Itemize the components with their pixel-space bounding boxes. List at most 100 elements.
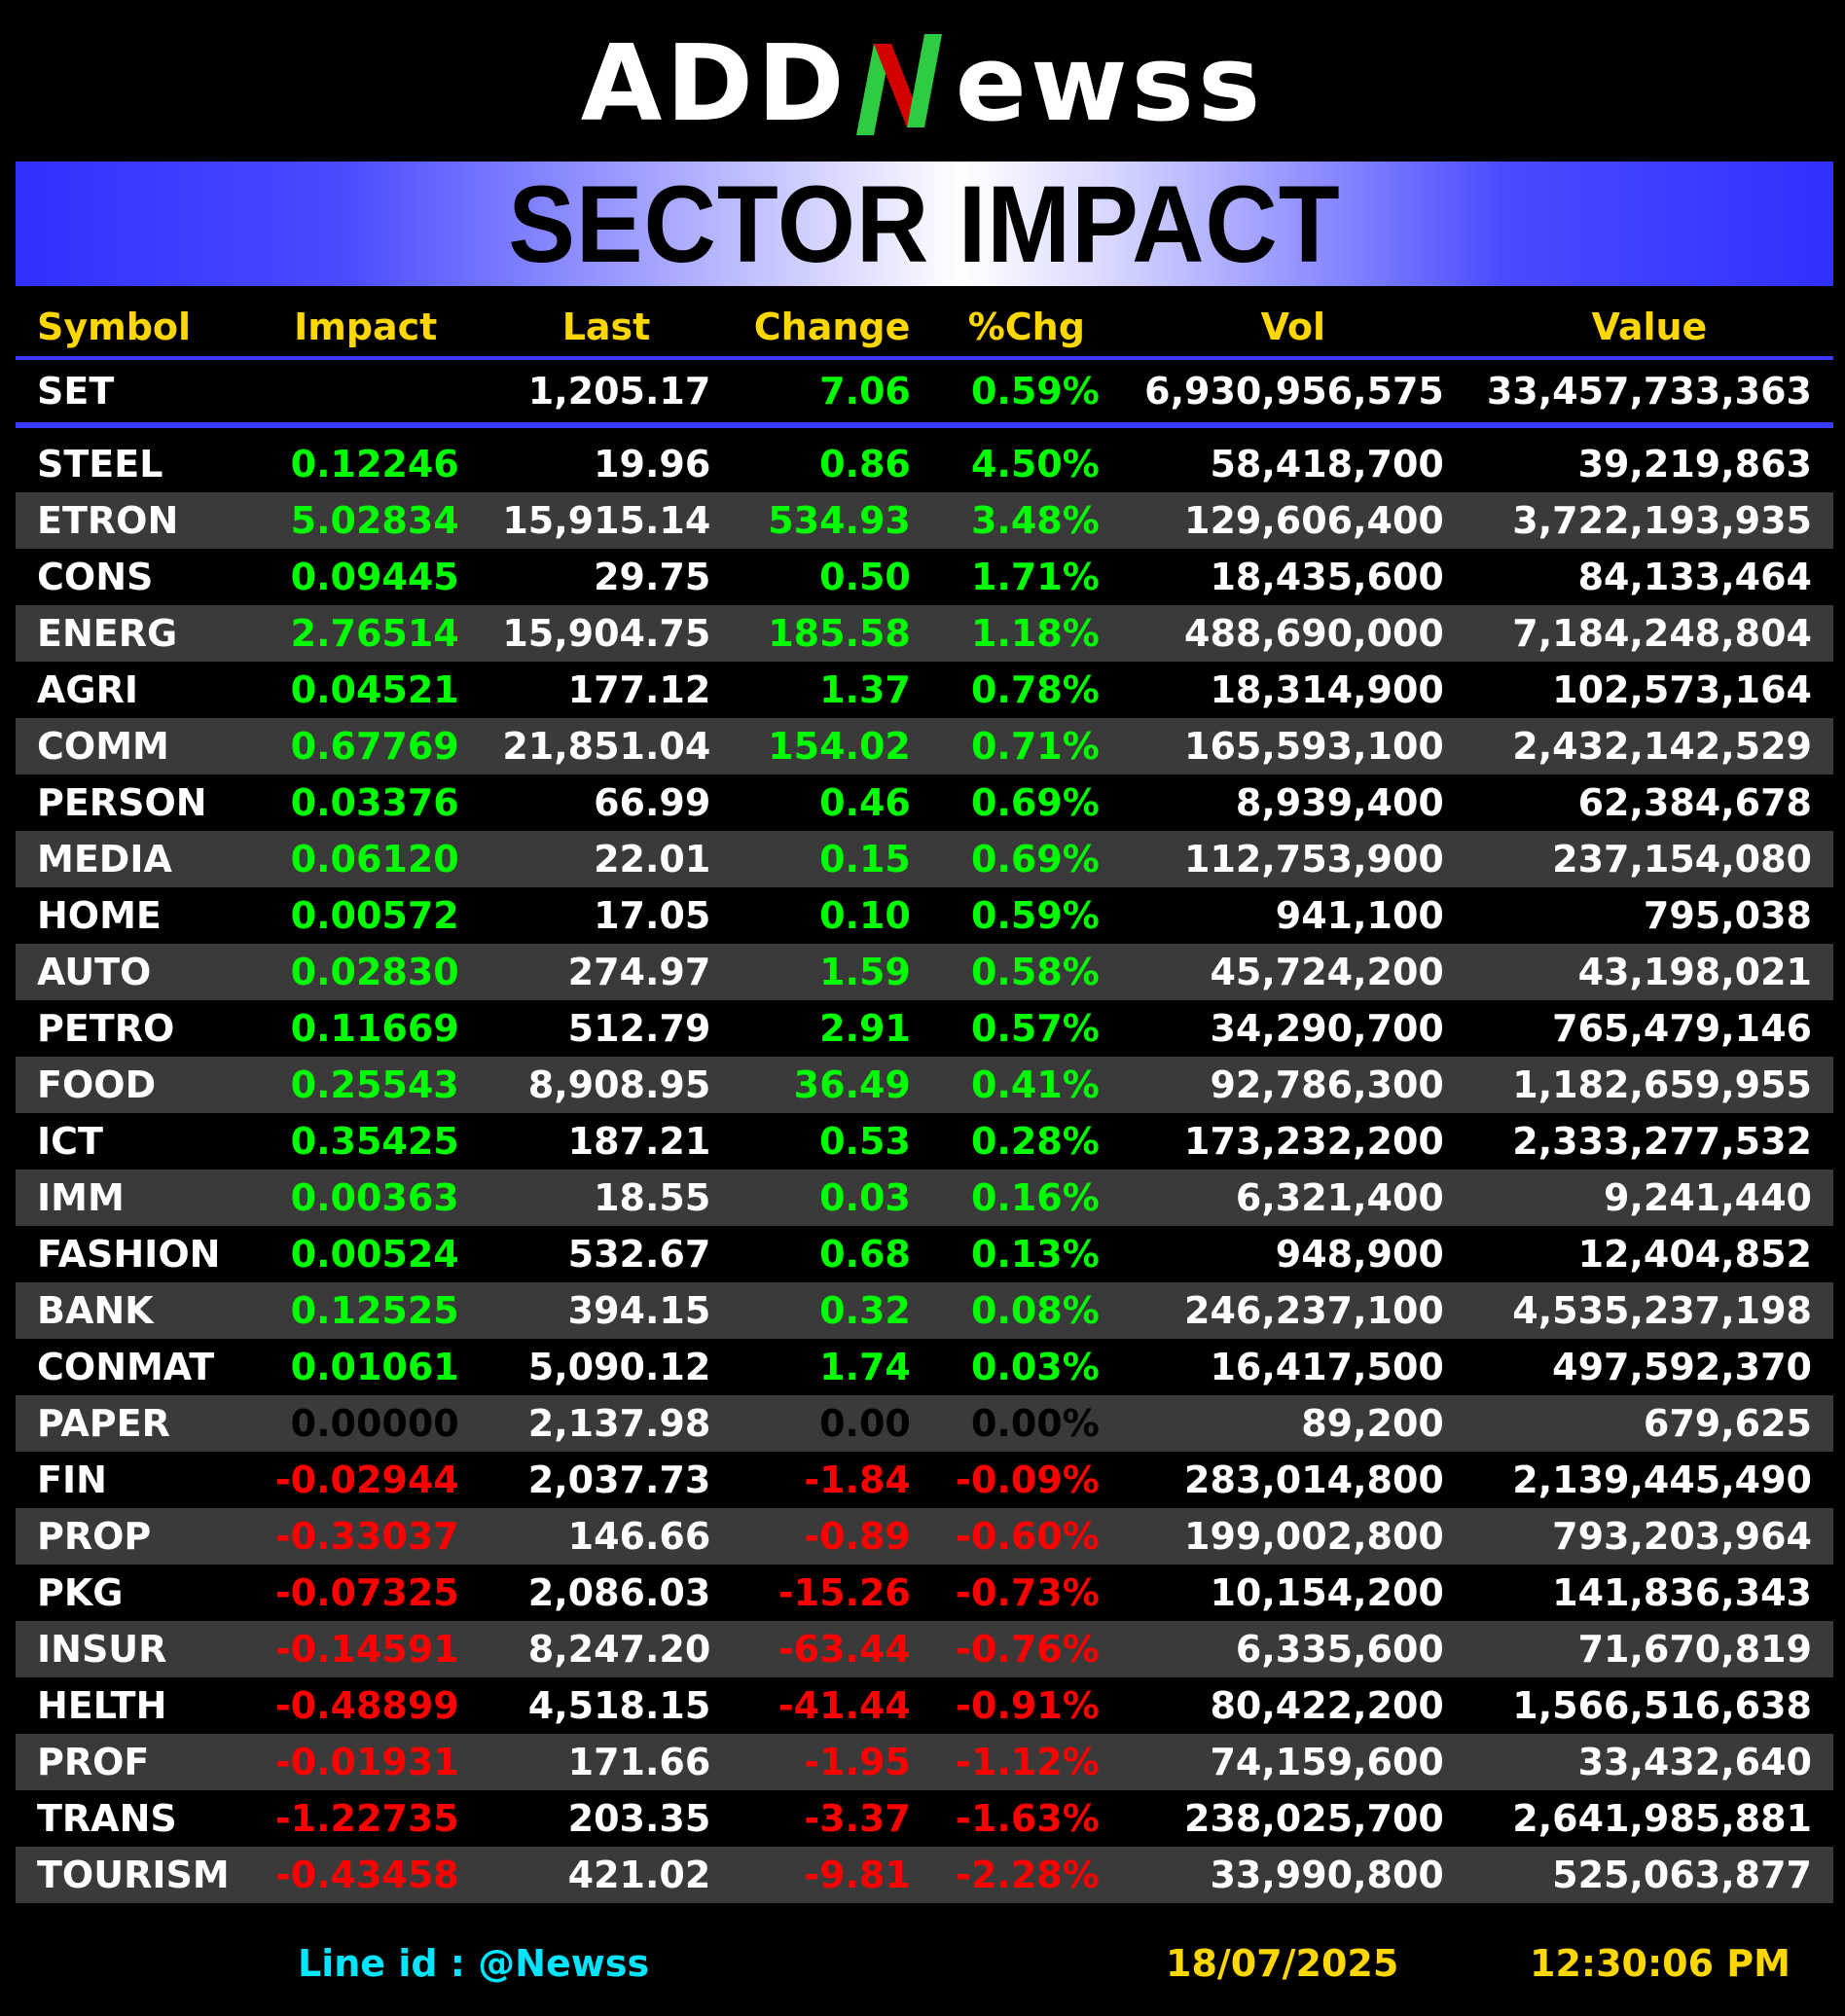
cell-value: 2,641,985,881 xyxy=(1512,1797,1812,1840)
cell-change: 0.10 xyxy=(819,894,911,937)
cell-pct: 0.71% xyxy=(970,725,1100,768)
cell-last: 29.75 xyxy=(594,556,711,598)
cell-value: 525,063,877 xyxy=(1552,1854,1812,1896)
logo-n-mark xyxy=(849,26,956,143)
cell-pct: 0.69% xyxy=(970,781,1100,824)
sector-impact-table: Symbol Impact Last Change %Chg Vol Value… xyxy=(16,298,1833,1903)
cell-last: 146.66 xyxy=(567,1515,711,1558)
brand-logo: ADD ewss xyxy=(0,21,1845,148)
cell-symbol: TOURISM xyxy=(37,1854,230,1896)
table-row: AGRI 0.04521 177.12 1.37 0.78% 18,314,900 102,… xyxy=(16,662,1833,718)
cell-pct: 0.28% xyxy=(970,1120,1100,1163)
table-row: PAPER 0.00000 2,137.98 0.00 0.00% 89,200 679,6… xyxy=(16,1395,1833,1452)
cell-last: 512.79 xyxy=(567,1007,711,1050)
table-row: COMM 0.67769 21,851.04 154.02 0.71% 165,593,1… xyxy=(16,718,1833,774)
cell-vol: 80,422,200 xyxy=(1210,1684,1444,1727)
cell-last: 66.99 xyxy=(594,781,711,824)
cell-change: 0.03 xyxy=(819,1176,911,1219)
cell-vol: 18,314,900 xyxy=(1210,668,1444,711)
cell-vol: 16,417,500 xyxy=(1210,1346,1444,1388)
cell-impact: 0.12525 xyxy=(290,1289,459,1332)
table-row: PROF -0.01931 171.66 -1.95 -1.12% 74,159,600 3… xyxy=(16,1734,1833,1790)
spacer-row xyxy=(16,425,1833,436)
cell-pct: 0.58% xyxy=(970,951,1100,993)
cell-value: 43,198,021 xyxy=(1577,951,1812,993)
table-header-row: Symbol Impact Last Change %Chg Vol Value xyxy=(16,298,1833,360)
cell-last: 421.02 xyxy=(567,1854,711,1896)
cell-impact: -0.07325 xyxy=(274,1571,459,1614)
cell-impact: 0.00524 xyxy=(290,1233,459,1276)
cell-vol: 283,014,800 xyxy=(1184,1458,1444,1501)
cell-pct: 0.41% xyxy=(970,1063,1100,1106)
cell-symbol: AGRI xyxy=(37,668,138,711)
cell-vol: 58,418,700 xyxy=(1210,443,1444,486)
banner-title: SECTOR IMPACT xyxy=(508,162,1341,285)
table-row: BANK 0.12525 394.15 0.32 0.08% 246,237,100 4,5… xyxy=(16,1282,1833,1339)
col-header-vol: Vol xyxy=(1120,298,1465,360)
col-header-last: Last xyxy=(480,298,733,360)
cell-vol: 173,232,200 xyxy=(1184,1120,1444,1163)
cell-symbol: ENERG xyxy=(37,612,178,655)
table-row: IMM 0.00363 18.55 0.03 0.16% 6,321,400 9,241,4… xyxy=(16,1170,1833,1226)
cell-vol: 6,321,400 xyxy=(1235,1176,1444,1219)
cell-pct: 4.50% xyxy=(970,443,1100,486)
cell-impact: 0.67769 xyxy=(290,725,459,768)
cell-value: 71,670,819 xyxy=(1577,1628,1812,1671)
cell-value: 4,535,237,198 xyxy=(1512,1289,1812,1332)
cell-symbol: FIN xyxy=(37,1458,107,1501)
cell-vol: 941,100 xyxy=(1275,894,1444,937)
cell-pct: 0.57% xyxy=(970,1007,1100,1050)
cell-pct: -1.12% xyxy=(956,1741,1100,1783)
cell-symbol: TRANS xyxy=(37,1797,177,1840)
cell-change: 0.46 xyxy=(819,781,911,824)
cell-pct: -0.73% xyxy=(956,1571,1100,1614)
cell-pct: 0.69% xyxy=(970,838,1100,881)
col-header-symbol: Symbol xyxy=(16,298,251,360)
cell-symbol: PROF xyxy=(37,1741,150,1783)
sector-impact-banner: SECTOR IMPACT xyxy=(16,162,1833,286)
cell-change: 0.32 xyxy=(819,1289,911,1332)
cell-last: 2,137.98 xyxy=(527,1402,711,1445)
cell-change: 2.91 xyxy=(819,1007,911,1050)
cell-pct: -1.63% xyxy=(956,1797,1100,1840)
table-row: PETRO 0.11669 512.79 2.91 0.57% 34,290,700 765… xyxy=(16,1000,1833,1057)
col-header-value: Value xyxy=(1465,298,1833,360)
cell-symbol: PERSON xyxy=(37,781,207,824)
table-row: ENERG 2.76514 15,904.75 185.58 1.18% 488,690,… xyxy=(16,605,1833,662)
cell-symbol: CONMAT xyxy=(37,1346,215,1388)
cell-change: -3.37 xyxy=(804,1797,911,1840)
set-impact xyxy=(250,358,481,428)
cell-pct: -0.60% xyxy=(956,1515,1100,1558)
table-row: HOME 0.00572 17.05 0.10 0.59% 941,100 795,038 xyxy=(16,887,1833,944)
cell-change: 36.49 xyxy=(793,1063,911,1106)
col-header-impact: Impact xyxy=(250,298,481,360)
cell-impact: 0.03376 xyxy=(290,781,459,824)
cell-last: 203.35 xyxy=(567,1797,711,1840)
cell-change: 1.59 xyxy=(819,951,911,993)
cell-impact: 0.00000 xyxy=(290,1402,459,1445)
cell-value: 141,836,343 xyxy=(1552,1571,1812,1614)
cell-value: 39,219,863 xyxy=(1577,443,1812,486)
table-row: STEEL 0.12246 19.96 0.86 4.50% 58,418,700 39,2… xyxy=(16,436,1833,492)
cell-change: 185.58 xyxy=(768,612,911,655)
cell-change: 0.15 xyxy=(819,838,911,881)
cell-vol: 112,753,900 xyxy=(1184,838,1444,881)
cell-impact: 0.00572 xyxy=(290,894,459,937)
cell-change: 0.86 xyxy=(819,443,911,486)
cell-last: 17.05 xyxy=(594,894,711,937)
cell-impact: 5.02834 xyxy=(290,499,459,542)
cell-symbol: IMM xyxy=(37,1176,125,1219)
cell-pct: 0.00% xyxy=(970,1402,1100,1445)
table-row: FOOD 0.25543 8,908.95 36.49 0.41% 92,786,300 1… xyxy=(16,1057,1833,1113)
cell-change: -1.84 xyxy=(804,1458,911,1501)
cell-last: 177.12 xyxy=(567,668,711,711)
cell-impact: 0.02830 xyxy=(290,951,459,993)
cell-value: 1,182,659,955 xyxy=(1512,1063,1812,1106)
cell-last: 274.97 xyxy=(567,951,711,993)
cell-symbol: INSUR xyxy=(37,1628,167,1671)
cell-value: 2,139,445,490 xyxy=(1512,1458,1812,1501)
cell-symbol: HOME xyxy=(37,894,162,937)
cell-impact: 0.00363 xyxy=(290,1176,459,1219)
cell-symbol: PKG xyxy=(37,1571,124,1614)
set-value: 33,457,733,363 xyxy=(1465,358,1833,428)
